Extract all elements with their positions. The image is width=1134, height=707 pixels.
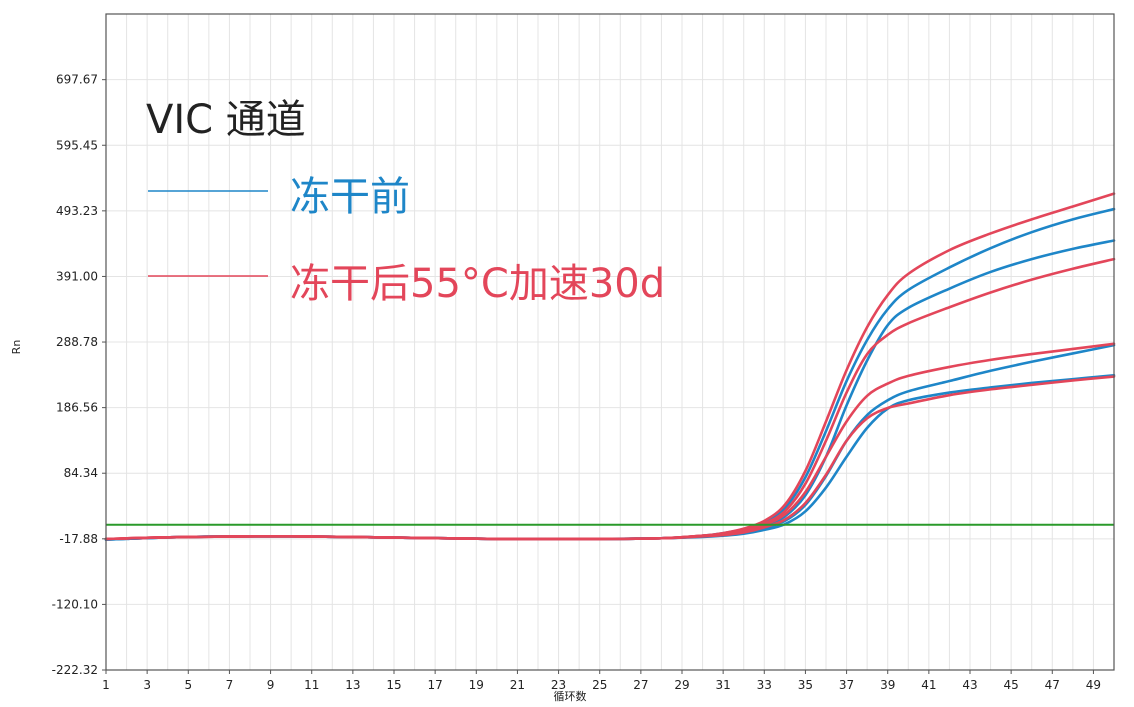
y-tick-label: -120.10 <box>52 597 98 611</box>
x-tick-label: 13 <box>345 678 360 692</box>
y-tick-label: 84.34 <box>64 466 98 480</box>
x-tick-label: 43 <box>962 678 977 692</box>
y-tick-label: -17.88 <box>59 532 98 546</box>
x-tick-label: 39 <box>880 678 895 692</box>
x-tick-label: 33 <box>757 678 772 692</box>
x-tick-label: 37 <box>839 678 854 692</box>
y-tick-label: 595.45 <box>56 138 98 152</box>
x-tick-label: 21 <box>510 678 525 692</box>
y-axis-ticks: -222.32 -120.10 -17.88 84.34 186.56 288.78 391… <box>52 73 106 677</box>
series-layer <box>104 192 1116 541</box>
y-tick-label: 288.78 <box>56 335 98 349</box>
y-tick-label: 186.56 <box>56 401 98 415</box>
x-tick-label: 31 <box>716 678 731 692</box>
x-tick-label: 47 <box>1045 678 1060 692</box>
x-tick-label: 3 <box>143 678 151 692</box>
x-tick-label: 49 <box>1086 678 1101 692</box>
x-tick-label: 7 <box>226 678 234 692</box>
x-tick-label: 9 <box>267 678 275 692</box>
x-tick-label: 25 <box>592 678 607 692</box>
legend-title: VIC 通道 <box>146 97 306 143</box>
x-tick-label: 17 <box>428 678 443 692</box>
y-tick-label: -222.32 <box>52 663 98 677</box>
y-tick-label: 391.00 <box>56 269 98 283</box>
series-line-after-7 <box>104 375 1116 541</box>
legend-label-after: 冻干后55°C加速30d <box>290 261 665 307</box>
x-tick-label: 15 <box>386 678 401 692</box>
x-axis-title: 循环数 <box>554 690 587 703</box>
x-tick-label: 27 <box>633 678 648 692</box>
x-tick-label: 29 <box>674 678 689 692</box>
legend-label-before: 冻干前 <box>290 174 410 220</box>
x-tick-label: 11 <box>304 678 319 692</box>
grid <box>105 14 1115 671</box>
x-tick-label: 23 <box>551 678 566 692</box>
x-tick-label: 1 <box>102 678 110 692</box>
y-axis-title: Rn <box>10 340 23 355</box>
y-tick-label: 493.23 <box>56 204 98 218</box>
x-tick-label: 41 <box>921 678 936 692</box>
x-tick-label: 45 <box>1004 678 1019 692</box>
x-tick-label: 19 <box>469 678 484 692</box>
y-tick-label: 697.67 <box>56 73 98 87</box>
x-tick-label: 35 <box>798 678 813 692</box>
x-tick-label: 5 <box>184 678 192 692</box>
legend: VIC 通道 冻干前 冻干后55°C加速30d <box>146 97 665 307</box>
x-axis-ticks: 1 3 5 7 9 11 13 15 17 19 21 23 25 27 29 31 33 35 37 39 41 43 4… <box>102 670 1101 692</box>
